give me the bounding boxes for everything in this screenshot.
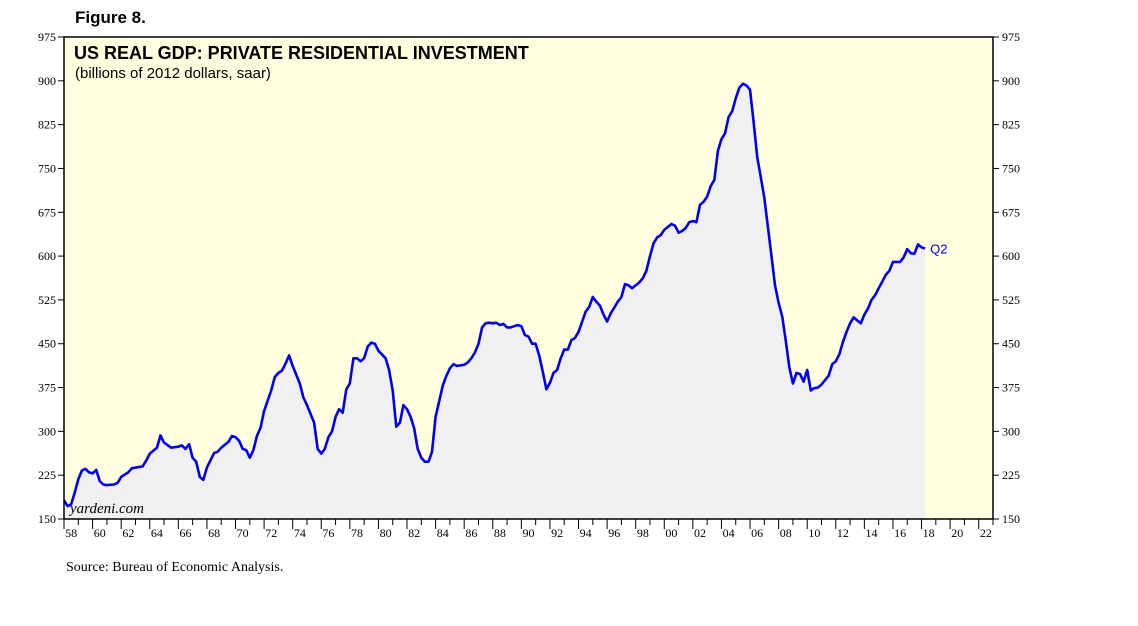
y-tick-label-left: 150 xyxy=(38,512,56,526)
x-tick-label: 98 xyxy=(637,526,649,540)
y-tick-label-right: 900 xyxy=(1002,74,1020,88)
watermark: yardeni.com xyxy=(68,501,144,517)
figure-label: Figure 8. xyxy=(75,8,146,27)
y-tick-label-left: 600 xyxy=(38,249,56,263)
x-tick-label: 14 xyxy=(866,526,878,540)
x-tick-label: 00 xyxy=(665,526,677,540)
x-tick-label: 62 xyxy=(122,526,134,540)
y-tick-label-left: 975 xyxy=(38,30,56,44)
y-tick-label-right: 375 xyxy=(1002,381,1020,395)
x-tick-label: 12 xyxy=(837,526,849,540)
x-tick-label: 72 xyxy=(265,526,277,540)
y-tick-label-left: 900 xyxy=(38,74,56,88)
y-tick-label-right: 525 xyxy=(1002,293,1020,307)
x-tick-label: 16 xyxy=(894,526,906,540)
y-tick-label-right: 600 xyxy=(1002,249,1020,263)
x-tick-label: 64 xyxy=(151,526,163,540)
y-tick-label-right: 675 xyxy=(1002,205,1020,219)
y-tick-label-right: 975 xyxy=(1002,30,1020,44)
y-tick-label-right: 750 xyxy=(1002,161,1020,175)
source-note: Source: Bureau of Economic Analysis. xyxy=(66,560,284,575)
x-tick-label: 60 xyxy=(94,526,106,540)
x-tick-label: 08 xyxy=(780,526,792,540)
y-tick-label-left: 750 xyxy=(38,161,56,175)
x-tick-label: 88 xyxy=(494,526,506,540)
x-tick-label: 84 xyxy=(437,526,449,540)
x-tick-label: 70 xyxy=(237,526,249,540)
y-tick-label-left: 375 xyxy=(38,381,56,395)
y-tick-label-left: 675 xyxy=(38,205,56,219)
series-line xyxy=(62,82,926,508)
x-tick-label: 94 xyxy=(580,526,592,540)
y-tick-label-left: 825 xyxy=(38,118,56,132)
y-tick-label-right: 150 xyxy=(1002,512,1020,526)
x-tick-label: 20 xyxy=(951,526,963,540)
x-tick-label: 78 xyxy=(351,526,363,540)
x-tick-label: 92 xyxy=(551,526,563,540)
chart-subtitle: (billions of 2012 dollars, saar) xyxy=(75,65,271,82)
x-tick-label: 80 xyxy=(380,526,392,540)
end-label: Q2 xyxy=(930,241,947,256)
x-tick-label: 74 xyxy=(294,526,306,540)
y-tick-label-left: 525 xyxy=(38,293,56,307)
x-tick-label: 90 xyxy=(523,526,535,540)
x-tick-label: 82 xyxy=(408,526,420,540)
chart-title: US REAL GDP: PRIVATE RESIDENTIAL INVESTM… xyxy=(74,43,529,63)
x-tick-label: 66 xyxy=(179,526,191,540)
y-tick-label-right: 225 xyxy=(1002,468,1020,482)
x-tick-label: 76 xyxy=(322,526,334,540)
y-tick-label-left: 225 xyxy=(38,468,56,482)
x-tick-label: 18 xyxy=(923,526,935,540)
y-tick-label-right: 300 xyxy=(1002,424,1020,438)
x-tick-label: 06 xyxy=(751,526,763,540)
plot-frame xyxy=(63,36,994,520)
y-tick-label-left: 300 xyxy=(38,424,56,438)
x-tick-label: 96 xyxy=(608,526,620,540)
x-tick-label: 86 xyxy=(465,526,477,540)
x-tick-label: 02 xyxy=(694,526,706,540)
x-tick-label: 22 xyxy=(980,526,992,540)
x-tick-label: 68 xyxy=(208,526,220,540)
x-tick-label: 58 xyxy=(65,526,77,540)
y-tick-label-left: 450 xyxy=(38,337,56,351)
x-tick-label: 04 xyxy=(723,526,735,540)
y-tick-label-right: 825 xyxy=(1002,118,1020,132)
x-tick-label: 10 xyxy=(808,526,820,540)
y-tick-label-right: 450 xyxy=(1002,337,1020,351)
